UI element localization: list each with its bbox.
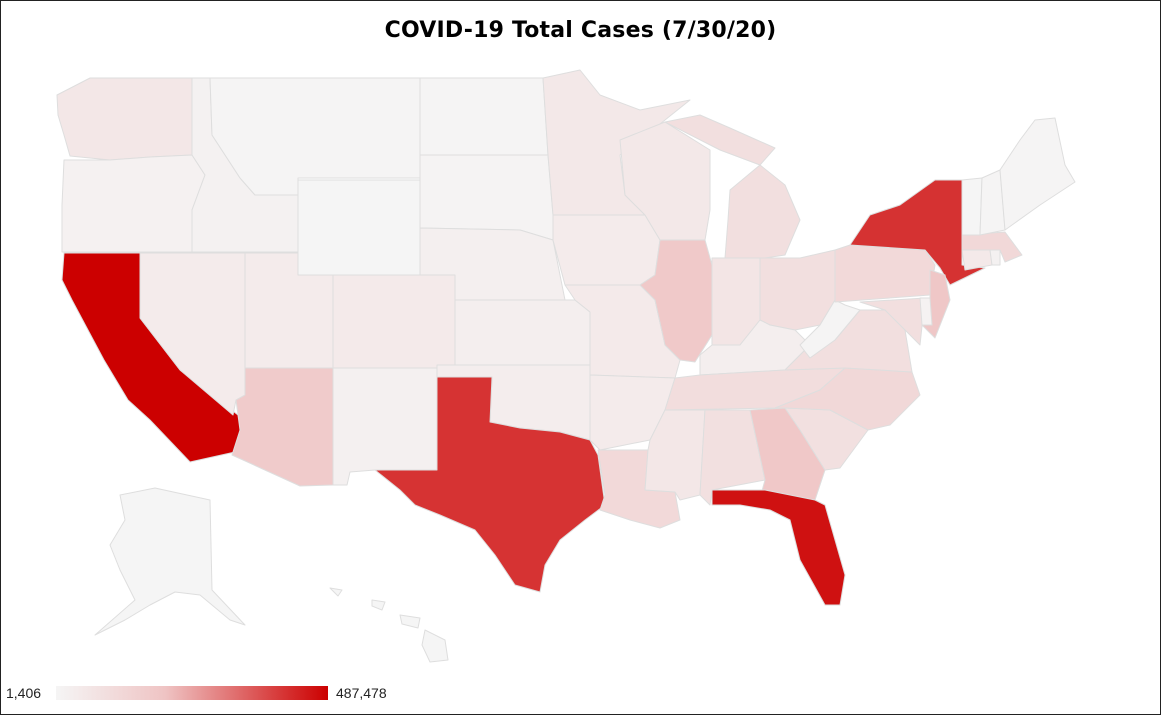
state-mt[interactable] [209,77,421,196]
state-ks[interactable] [454,299,591,366]
state-fl[interactable] [711,489,846,606]
legend-gradient-bar [56,686,328,700]
state-hi[interactable] [329,587,449,663]
state-il[interactable] [639,239,713,363]
state-sd[interactable] [419,154,554,241]
state-ak[interactable] [94,487,246,636]
state-ri[interactable] [989,249,1001,266]
state-wa[interactable] [56,77,193,161]
state-nm[interactable] [332,367,438,486]
legend-min-label: 1,406 [6,685,42,701]
state-vt[interactable] [961,177,983,236]
state-me[interactable] [999,117,1076,231]
state-ma[interactable] [961,231,1023,263]
state-pa[interactable] [834,244,936,303]
state-tx[interactable] [374,376,606,593]
state-md[interactable] [859,297,926,346]
map-title: COVID-19 Total Cases (7/30/20) [384,18,777,43]
state-nc[interactable] [774,367,921,431]
state-co[interactable] [332,274,456,369]
state-wv[interactable] [799,299,861,359]
state-ct[interactable] [961,249,993,271]
state-de[interactable] [919,297,933,326]
state-nd[interactable] [419,77,549,156]
state-az[interactable] [231,367,334,487]
state-wy[interactable] [297,179,421,276]
legend-max-label: 487,478 [336,685,387,701]
state-mi[interactable] [664,114,801,259]
state-or[interactable] [61,154,206,253]
color-legend: 1,406 487,478 [6,684,426,702]
state-ny[interactable] [849,179,986,286]
state-ia[interactable] [552,214,661,286]
